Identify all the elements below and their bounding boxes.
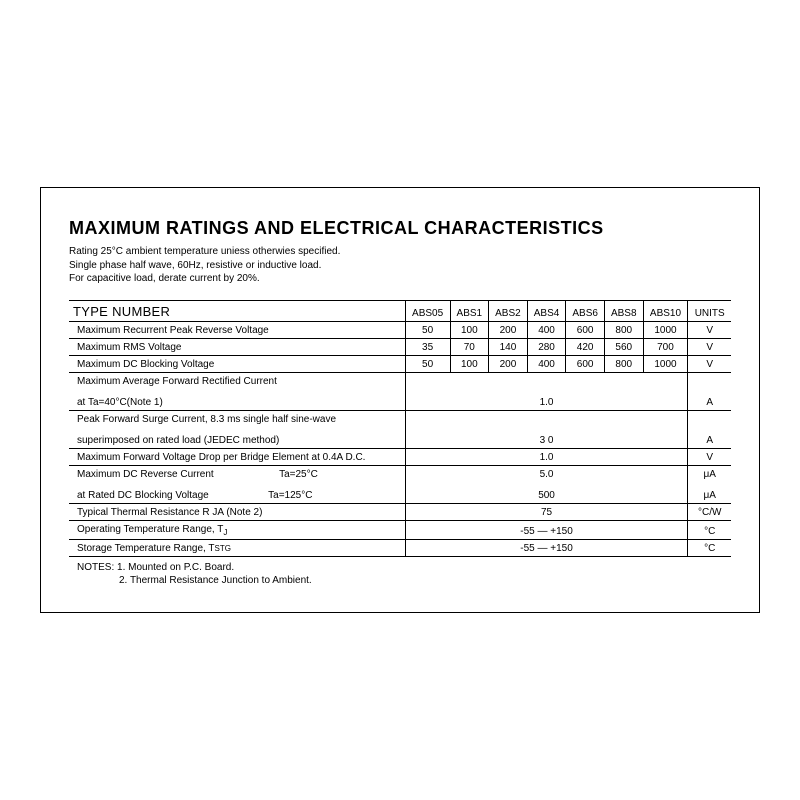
cell: 140 bbox=[489, 338, 528, 355]
param-label: Maximum Recurrent Peak Reverse Voltage bbox=[69, 321, 405, 338]
footnotes: NOTES: 1. Mounted on P.C. Board. 2. Ther… bbox=[69, 561, 731, 588]
table-row: superimposed on rated load (JEDEC method… bbox=[69, 427, 731, 449]
table-row: Maximum DC Reverse Current Ta=25°C 5.0 μ… bbox=[69, 465, 731, 482]
col-abs8: ABS8 bbox=[604, 300, 643, 321]
condition-line: Single phase half wave, 60Hz, resistive … bbox=[69, 259, 731, 273]
col-abs4: ABS4 bbox=[527, 300, 566, 321]
col-units: UNITS bbox=[688, 300, 731, 321]
unit: °C bbox=[688, 539, 731, 556]
table-row: Typical Thermal Resistance R JA (Note 2)… bbox=[69, 503, 731, 520]
table-row: at Rated DC Blocking Voltage Ta=125°C 50… bbox=[69, 482, 731, 504]
param-label: Maximum DC Reverse Current Ta=25°C bbox=[69, 465, 405, 482]
param-label: Maximum DC Blocking Voltage bbox=[69, 355, 405, 372]
cell: 200 bbox=[489, 355, 528, 372]
param-label: at Ta=40°C(Note 1) bbox=[69, 389, 405, 411]
cell: 560 bbox=[604, 338, 643, 355]
cell: 280 bbox=[527, 338, 566, 355]
cell: 50 bbox=[405, 355, 450, 372]
cell: 400 bbox=[527, 321, 566, 338]
cell: 3 0 bbox=[405, 427, 688, 449]
cell: 600 bbox=[566, 321, 605, 338]
condition-line: Rating 25°C ambient temperature uniess o… bbox=[69, 245, 731, 259]
cell: 1000 bbox=[643, 321, 688, 338]
cell: 1.0 bbox=[405, 389, 688, 411]
unit: A bbox=[688, 389, 731, 411]
condition-line: For capacitive load, derate current by 2… bbox=[69, 272, 731, 286]
param-label: Maximum RMS Voltage bbox=[69, 338, 405, 355]
param-label: Maximum Average Forward Rectified Curren… bbox=[69, 372, 405, 389]
table-row: Maximum Average Forward Rectified Curren… bbox=[69, 372, 731, 389]
cell: 800 bbox=[604, 321, 643, 338]
param-label: at Rated DC Blocking Voltage Ta=125°C bbox=[69, 482, 405, 504]
table-row: Maximum DC Blocking Voltage 50 100 200 4… bbox=[69, 355, 731, 372]
table-row: Maximum Forward Voltage Drop per Bridge … bbox=[69, 448, 731, 465]
param-label: Typical Thermal Resistance R JA (Note 2) bbox=[69, 503, 405, 520]
cell: 50 bbox=[405, 321, 450, 338]
main-title: MAXIMUM RATINGS AND ELECTRICAL CHARACTER… bbox=[69, 218, 731, 239]
datasheet-panel: MAXIMUM RATINGS AND ELECTRICAL CHARACTER… bbox=[40, 187, 760, 613]
param-label: Maximum Forward Voltage Drop per Bridge … bbox=[69, 448, 405, 465]
unit: A bbox=[688, 427, 731, 449]
cell: 500 bbox=[405, 482, 688, 504]
cell: 35 bbox=[405, 338, 450, 355]
table-row: Storage Temperature Range, TSTG -55 — +1… bbox=[69, 539, 731, 556]
cell: 100 bbox=[450, 355, 489, 372]
col-type: TYPE NUMBER bbox=[69, 300, 405, 321]
col-abs10: ABS10 bbox=[643, 300, 688, 321]
unit: V bbox=[688, 338, 731, 355]
col-abs1: ABS1 bbox=[450, 300, 489, 321]
note-line: 2. Thermal Resistance Junction to Ambien… bbox=[77, 574, 731, 588]
cell: 70 bbox=[450, 338, 489, 355]
table-row: Maximum RMS Voltage 35 70 140 280 420 56… bbox=[69, 338, 731, 355]
conditions-block: Rating 25°C ambient temperature uniess o… bbox=[69, 245, 731, 286]
col-abs05: ABS05 bbox=[405, 300, 450, 321]
unit: °C bbox=[688, 520, 731, 539]
cell: 400 bbox=[527, 355, 566, 372]
param-label: Peak Forward Surge Current, 8.3 ms singl… bbox=[69, 410, 405, 427]
unit: V bbox=[688, 448, 731, 465]
ratings-table: TYPE NUMBER ABS05 ABS1 ABS2 ABS4 ABS6 AB… bbox=[69, 300, 731, 557]
col-abs2: ABS2 bbox=[489, 300, 528, 321]
cell: 700 bbox=[643, 338, 688, 355]
unit: V bbox=[688, 355, 731, 372]
unit: μA bbox=[688, 482, 731, 504]
table-row: at Ta=40°C(Note 1) 1.0 A bbox=[69, 389, 731, 411]
unit: μA bbox=[688, 465, 731, 482]
cell: 800 bbox=[604, 355, 643, 372]
unit: °C/W bbox=[688, 503, 731, 520]
param-label: Storage Temperature Range, TSTG bbox=[69, 539, 405, 556]
cell: 75 bbox=[405, 503, 688, 520]
cell: 200 bbox=[489, 321, 528, 338]
cell: 5.0 bbox=[405, 465, 688, 482]
cell: 600 bbox=[566, 355, 605, 372]
cell: 420 bbox=[566, 338, 605, 355]
note-line: NOTES: 1. Mounted on P.C. Board. bbox=[77, 561, 731, 575]
unit: V bbox=[688, 321, 731, 338]
param-label: superimposed on rated load (JEDEC method… bbox=[69, 427, 405, 449]
cell: 1.0 bbox=[405, 448, 688, 465]
header-row: TYPE NUMBER ABS05 ABS1 ABS2 ABS4 ABS6 AB… bbox=[69, 300, 731, 321]
table-row: Maximum Recurrent Peak Reverse Voltage 5… bbox=[69, 321, 731, 338]
param-label: Operating Temperature Range, TJ bbox=[69, 520, 405, 539]
cell: 1000 bbox=[643, 355, 688, 372]
cell: 100 bbox=[450, 321, 489, 338]
col-abs6: ABS6 bbox=[566, 300, 605, 321]
table-row: Operating Temperature Range, TJ -55 — +1… bbox=[69, 520, 731, 539]
cell: -55 — +150 bbox=[405, 520, 688, 539]
table-row: Peak Forward Surge Current, 8.3 ms singl… bbox=[69, 410, 731, 427]
cell: -55 — +150 bbox=[405, 539, 688, 556]
